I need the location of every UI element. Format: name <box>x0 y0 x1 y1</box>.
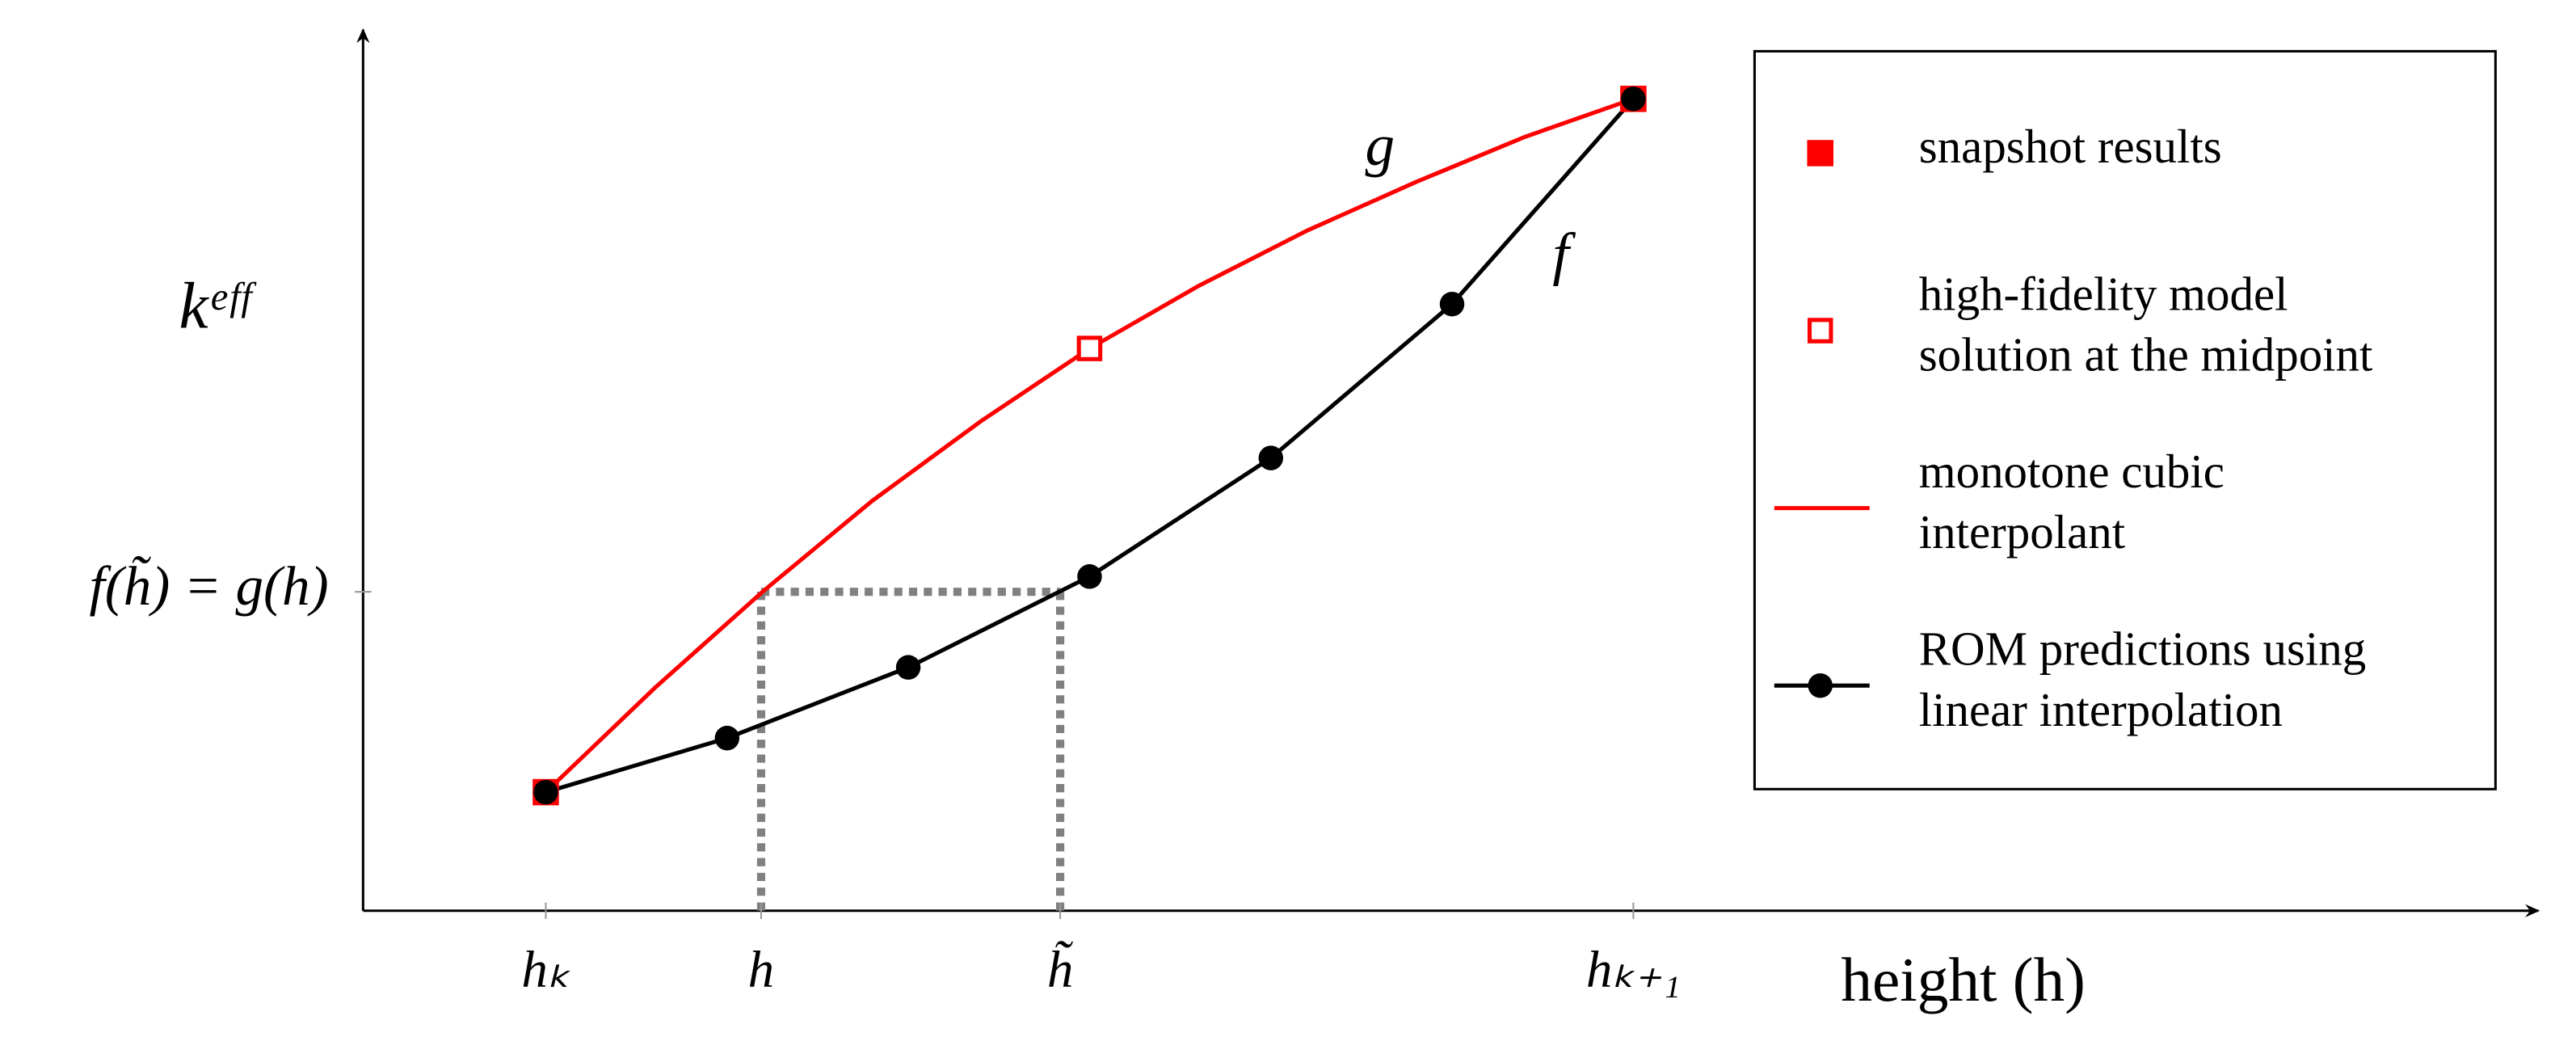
legend-label: ROM predictions using linear interpolatio… <box>1919 622 2367 736</box>
circle-marker <box>1258 445 1284 470</box>
x-tick-label: hₖ₊₁ <box>1586 941 1681 999</box>
open-square-marker <box>1076 335 1103 361</box>
y-axis-label: kᵉᶠᶠ <box>179 269 257 342</box>
x-tick-label: hₖ <box>521 941 571 999</box>
legend-marker <box>1808 672 1833 698</box>
legend-label: high-fidelity model solution at the midpo… <box>1919 267 2373 381</box>
legend-box <box>1753 49 2497 790</box>
x-axis-label: height (h) <box>1841 945 2085 1014</box>
circle-marker <box>1621 86 1646 112</box>
y-tick-label: f(h̃) = g(h) <box>90 554 329 617</box>
curve-label: f <box>1552 221 1576 286</box>
x-tick-label: h̃ <box>1047 941 1074 999</box>
circle-marker <box>714 725 740 751</box>
legend-marker <box>1807 318 1833 344</box>
x-tick-label: h <box>748 941 775 999</box>
circle-marker <box>533 779 558 805</box>
legend-label: monotone cubic interpolant <box>1919 445 2225 559</box>
series-line <box>545 97 1635 795</box>
legend-marker <box>1807 140 1834 167</box>
circle-marker <box>1077 564 1102 589</box>
curve-label: g <box>1366 112 1395 178</box>
legend-label: snapshot results <box>1919 120 2222 173</box>
circle-marker <box>1439 291 1465 317</box>
series-line <box>544 96 1635 794</box>
circle-marker <box>895 655 921 680</box>
